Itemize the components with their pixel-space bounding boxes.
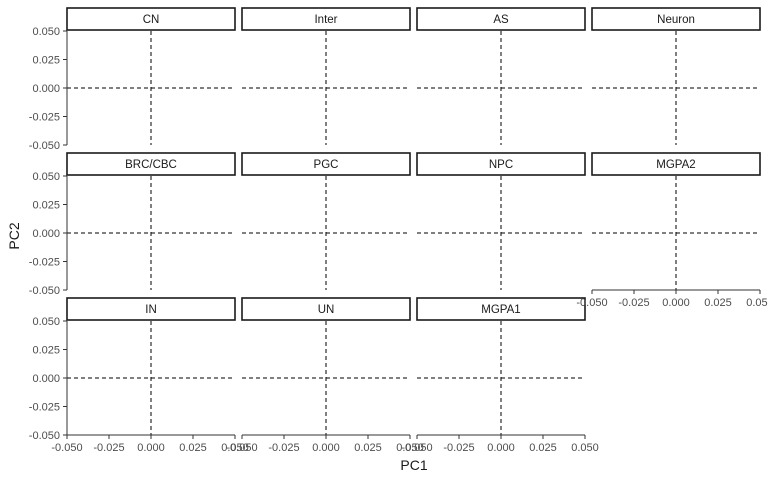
facet-strip-label: MGPA2 — [656, 159, 695, 171]
facet-panels: CN Inter AS Neuron BRC/CBC PGC NPC MGPA2 IN UN MGP… — [66, 7, 761, 435]
facet-strip-label: CN — [143, 14, 160, 26]
x-tick-label: 0.000 — [312, 442, 340, 454]
y-tick-label: 0.000 — [32, 83, 60, 95]
x-axis: -0.050 -0.025 0.000 0.025 0.050 — [401, 434, 599, 454]
y-tick-label: 0.025 — [32, 200, 60, 212]
y-tick-label: -0.050 — [29, 140, 60, 152]
y-tick-label: -0.025 — [29, 402, 60, 414]
facet-strip — [416, 297, 586, 321]
y-axis-title: PC2 — [6, 222, 22, 249]
x-tick-label: 0.000 — [137, 442, 165, 454]
y-tick-label: -0.025 — [29, 257, 60, 269]
y-tick-label: -0.050 — [29, 430, 60, 442]
facet-panel: UN — [241, 297, 411, 435]
facet-panel: AS — [416, 7, 586, 145]
facet-panel: MGPA2 — [591, 152, 761, 290]
facet-strip — [241, 152, 411, 176]
facet-panel: NPC — [416, 152, 586, 290]
y-tick-label: 0.050 — [32, 171, 60, 183]
facet-strip — [66, 152, 236, 176]
facet-strip — [591, 152, 761, 176]
y-tick-label: 0.025 — [32, 345, 60, 357]
facet-strip-label: Neuron — [657, 14, 695, 26]
y-axes: 0.0500.0250.000-0.025-0.0500.0500.0250.0… — [29, 26, 68, 442]
y-axis: 0.050 0.025 0.000 -0.025 -0.050 — [29, 171, 68, 297]
x-tick-label: -0.050 — [51, 442, 82, 454]
facet-strip — [66, 7, 236, 31]
x-tick-label: 0.025 — [529, 442, 557, 454]
facet-panel: PGC — [241, 152, 411, 290]
facet-strip — [416, 7, 586, 31]
y-tick-label: 0.000 — [32, 373, 60, 385]
x-tick-label: 0.050 — [221, 442, 249, 454]
facet-panel: CN — [66, 7, 236, 145]
facet-strip-label: BRC/CBC — [125, 159, 177, 171]
x-tick-label: -0.025 — [618, 297, 649, 309]
x-tick-label: -0.050 — [226, 442, 257, 454]
x-tick-label: 0.025 — [179, 442, 207, 454]
y-axis: 0.050 0.025 0.000 -0.025 -0.050 — [29, 316, 68, 442]
y-tick-label: -0.025 — [29, 112, 60, 124]
x-tick-label: 0.000 — [662, 297, 690, 309]
facet-strip — [241, 7, 411, 31]
x-tick-label: 0.050 — [746, 297, 768, 309]
facet-strip-label: NPC — [489, 159, 513, 171]
x-tick-label: -0.025 — [93, 442, 124, 454]
facet-strip — [66, 297, 236, 321]
x-tick-label: 0.025 — [704, 297, 732, 309]
facet-panel: MGPA1 — [416, 297, 586, 435]
facet-strip-label: IN — [145, 304, 157, 316]
facet-panel: IN — [66, 297, 236, 435]
facet-strip — [416, 152, 586, 176]
x-axis: -0.050 -0.025 0.000 0.025 0.050 — [51, 434, 249, 454]
y-tick-label: 0.000 — [32, 228, 60, 240]
x-tick-label: -0.050 — [576, 297, 607, 309]
x-tick-label: 0.050 — [571, 442, 599, 454]
x-axis-title: PC1 — [400, 457, 427, 473]
x-tick-label: -0.025 — [443, 442, 474, 454]
facet-strip-label: PGC — [314, 159, 339, 171]
y-tick-label: 0.050 — [32, 316, 60, 328]
facet-panel: Neuron — [591, 7, 761, 145]
facet-strip-label: AS — [493, 14, 509, 26]
facet-strip-label: UN — [318, 304, 335, 316]
facet-panel: Inter — [241, 7, 411, 145]
facet-panel: BRC/CBC — [66, 152, 236, 290]
facet-strip — [241, 297, 411, 321]
x-tick-label: 0.050 — [396, 442, 424, 454]
y-tick-label: -0.050 — [29, 285, 60, 297]
facet-strip-label: Inter — [314, 14, 337, 26]
x-tick-label: -0.050 — [401, 442, 432, 454]
y-axis: 0.050 0.025 0.000 -0.025 -0.050 — [29, 26, 68, 152]
x-tick-label: -0.025 — [268, 442, 299, 454]
y-tick-label: 0.050 — [32, 26, 60, 38]
x-axis: -0.050 -0.025 0.000 0.025 0.050 — [226, 434, 424, 454]
x-tick-label: 0.025 — [354, 442, 382, 454]
facet-strip — [591, 7, 761, 31]
facet-strip-label: MGPA1 — [481, 304, 520, 316]
y-tick-label: 0.025 — [32, 55, 60, 67]
x-axis: -0.050 -0.025 0.000 0.025 0.050 — [576, 289, 768, 309]
x-axes: -0.050 -0.025 0.000 0.025 0.050-0.050 -0.025 0… — [51, 289, 768, 454]
x-tick-label: 0.000 — [487, 442, 515, 454]
